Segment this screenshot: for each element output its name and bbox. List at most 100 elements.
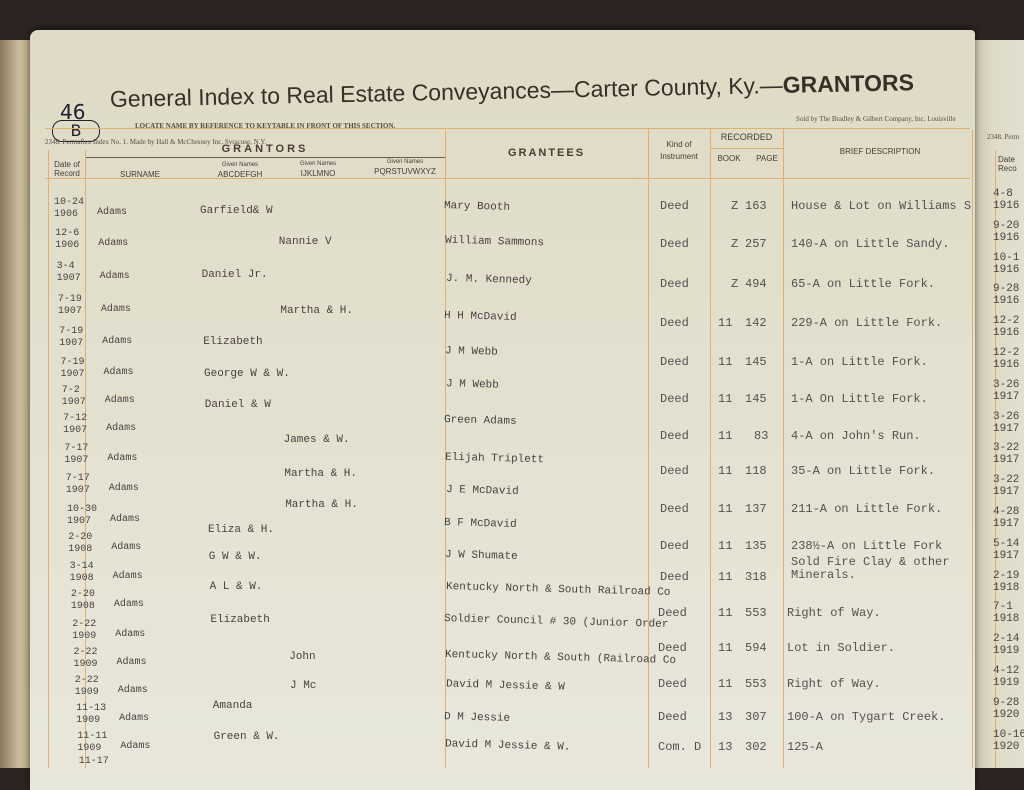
grantor-given-name: J Mc [290, 680, 317, 692]
brief-description: 1-A On Little Fork. [791, 392, 928, 406]
record-book: 11 [718, 570, 733, 584]
right-page-date: 9-20 1916 [993, 219, 1020, 244]
col-given-i: IJKLMNO [300, 169, 336, 178]
grantee-name: Green Adams [443, 414, 517, 428]
record-book: Z [731, 199, 739, 213]
rule [710, 148, 783, 149]
record-date: 10-30 1907 [67, 504, 98, 527]
rule [48, 150, 49, 768]
brief-description: 229-A on Little Fork. [791, 316, 943, 330]
instrument-kind: Deed [658, 677, 687, 691]
grantor-given-name: Nannie V [278, 236, 332, 248]
record-book: 13 [718, 740, 733, 754]
right-page-date: 12-2 1916 [993, 315, 1020, 340]
col-given-a: ABCDEFGH [217, 170, 263, 179]
brief-description: 100-A on Tygart Creek. [787, 710, 946, 724]
instrument-kind: Deed [660, 277, 689, 291]
right-page-date: 10-16 1920 [993, 728, 1024, 753]
col-given-p: PQRSTUVWXYZ [374, 167, 436, 176]
grantee-name: William Sammons [444, 234, 545, 250]
instrument-kind: Deed [660, 199, 689, 213]
grantor-given-name: G W & W. [208, 551, 262, 563]
grantor-given-name: Green & W. [213, 731, 280, 743]
brief-description: Right of Way. [787, 606, 881, 620]
grantee-name: J E McDavid [445, 484, 519, 498]
record-date: 11-11 1909 [77, 731, 108, 754]
right-page [975, 40, 1024, 768]
grantor-given-name: Daniel Jr. [201, 269, 268, 281]
right-page-date: 3-26 1917 [993, 410, 1020, 435]
brief-description: 211-A on Little Fork. [791, 502, 943, 516]
grantor-surname: Adams [107, 453, 138, 464]
ledger-page [30, 30, 975, 790]
record-date: 7-19 1907 [59, 326, 84, 349]
right-page-date: 4-12 1919 [993, 665, 1020, 689]
record-date: 7-2 1907 [61, 385, 86, 408]
rule [710, 128, 711, 768]
rule [85, 157, 445, 158]
col-date: Date of Record [54, 160, 80, 178]
grantee-name: J M Webb [445, 378, 499, 392]
brief-description: 125-A [787, 740, 824, 754]
record-date: 2-20 1908 [68, 532, 93, 555]
brief-description: Lot in Soldier. [787, 641, 896, 655]
instrument-kind: Com. D [658, 740, 702, 754]
rule [995, 150, 996, 768]
grantee-name: D M Jessie [443, 711, 511, 725]
grantee-name: Mary Booth [443, 200, 511, 214]
right-page-date: 3-26 1917 [993, 378, 1020, 403]
grantee-name: J W Shumate [444, 549, 518, 563]
record-page: 257 [745, 237, 767, 251]
grantor-given-name: Elizabeth [210, 614, 270, 626]
record-page: 137 [745, 502, 767, 516]
record-page: 302 [745, 740, 767, 754]
col-description: BRIEF DESCRIPTION [839, 147, 921, 156]
right-page-date: 12-2 1916 [993, 347, 1020, 371]
record-date: 3-4 1907 [56, 261, 81, 284]
grantor-given-name: Eliza & H. [208, 524, 275, 536]
grantor-surname: Adams [117, 685, 148, 696]
col-kind: Kind of Instrument [660, 140, 698, 161]
rule [85, 150, 86, 768]
handwritten-page-letter: B [52, 120, 100, 142]
grantor-surname: Adams [115, 629, 146, 640]
instrument-kind: Deed [660, 237, 689, 251]
instrument-kind: Deed [658, 710, 687, 724]
given-label-p: Given Names [386, 159, 424, 165]
record-date: 10-24 1906 [54, 197, 85, 220]
instrument-kind: Deed [660, 539, 689, 553]
record-date: 11-13 1909 [76, 703, 107, 726]
grantor-given-name: Daniel & W [204, 399, 271, 411]
given-label-a: Given Names [221, 162, 259, 168]
rule [45, 178, 970, 179]
record-book: 11 [718, 641, 733, 655]
grantor-given-name: Garfield& W [200, 205, 273, 217]
right-page-date: 3-22 1917 [993, 474, 1020, 499]
record-date: 7-19 1907 [57, 294, 82, 317]
col-surname: SURNAME [119, 170, 160, 179]
grantor-surname: Adams [120, 741, 151, 752]
record-page: 163 [745, 199, 767, 213]
rule [45, 128, 970, 129]
instrument-kind: Deed [660, 429, 689, 443]
instrument-kind: Deed [660, 316, 689, 330]
record-page: 135 [745, 539, 767, 553]
record-book: Z [731, 277, 739, 291]
grantee-name: Elijah Triplett [444, 451, 545, 467]
record-date: 7-19 1907 [60, 357, 85, 380]
grantor-surname: Adams [102, 336, 133, 347]
record-book: 13 [718, 710, 733, 724]
grantor-surname: Adams [98, 238, 129, 249]
grantor-given-name: A L & W. [209, 581, 263, 593]
grantor-surname: Adams [104, 395, 135, 406]
record-book: 11 [718, 606, 733, 620]
record-date: 2-22 1909 [72, 619, 97, 642]
brief-description: 65-A on Little Fork. [791, 277, 936, 291]
instrument-kind: Deed [658, 641, 687, 655]
grantor-surname: Adams [110, 514, 141, 525]
brief-description: House & Lot on Williams St [791, 199, 971, 213]
given-label-i: Given Names [299, 161, 337, 167]
right-page-date: 7-1 1918 [993, 601, 1020, 626]
grantor-surname: Adams [113, 599, 144, 610]
record-book: 11 [718, 429, 733, 443]
